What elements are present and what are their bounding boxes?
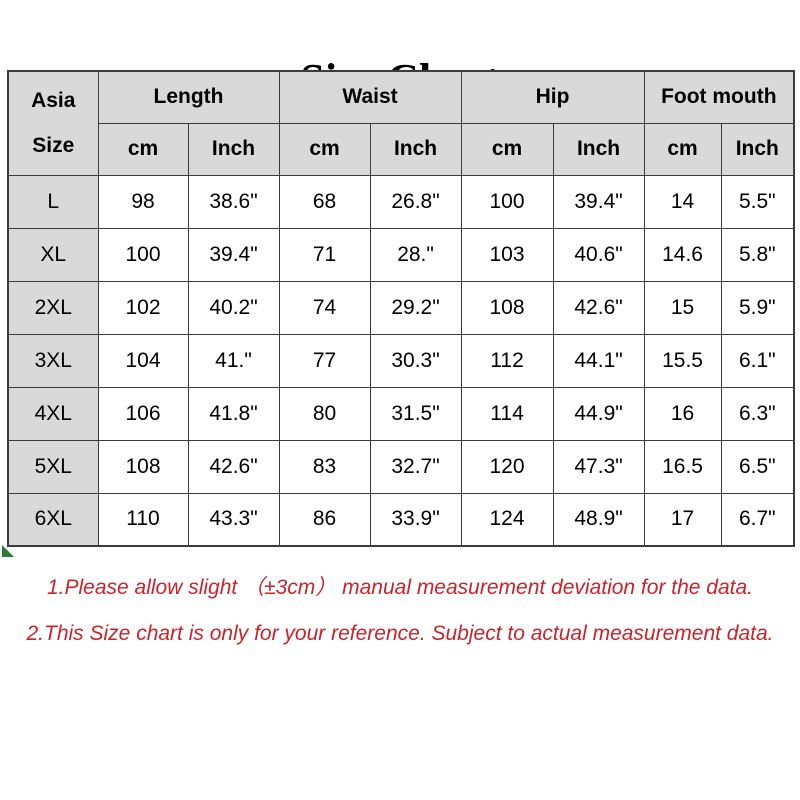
unit-header-length-inch: Inch bbox=[187, 122, 280, 176]
table-cell: 100 bbox=[460, 174, 554, 229]
table-cell: 26.8" bbox=[369, 174, 462, 229]
table-cell: 40.6" bbox=[552, 227, 645, 282]
table-cell: 120 bbox=[460, 439, 554, 494]
table-cell: 17 bbox=[643, 492, 722, 547]
corner-header-line1: Asia bbox=[31, 89, 76, 113]
table-cell: 31.5" bbox=[369, 386, 462, 441]
column-group-hip: Hip bbox=[460, 70, 645, 124]
note-measurement-deviation: 1.Please allow slight （±3cm） manual meas… bbox=[46, 576, 754, 599]
table-cell: 42.6" bbox=[552, 280, 645, 335]
table-cell: 29.2" bbox=[369, 280, 462, 335]
table-cell: 110 bbox=[97, 492, 189, 547]
table-cell: 30.3" bbox=[369, 333, 462, 388]
table-cell: 16.5 bbox=[643, 439, 722, 494]
size-cell: 5XL bbox=[7, 439, 99, 494]
table-cell: 14 bbox=[643, 174, 722, 229]
size-table-wrap: Asia Size Length Waist Hip Foot mouth cm… bbox=[2, 70, 796, 557]
table-cell: 108 bbox=[97, 439, 189, 494]
table-row: 4XL 106 41.8" 80 31.5" 114 44.9" 16 6.3" bbox=[7, 386, 795, 441]
table-cell: 28." bbox=[369, 227, 462, 282]
table-cell: 114 bbox=[460, 386, 554, 441]
table-row: 5XL 108 42.6" 83 32.7" 120 47.3" 16.5 6.… bbox=[7, 439, 795, 494]
table-cell: 108 bbox=[460, 280, 554, 335]
notes-section: 1.Please allow slight （±3cm） manual meas… bbox=[0, 573, 800, 649]
table-cell: 71 bbox=[278, 227, 371, 282]
size-cell: 4XL bbox=[7, 386, 99, 441]
table-row: 2XL 102 40.2" 74 29.2" 108 42.6" 15 5.9" bbox=[7, 280, 795, 335]
size-cell: 2XL bbox=[7, 280, 99, 335]
table-cell: 80 bbox=[278, 386, 371, 441]
table-cell: 112 bbox=[460, 333, 554, 388]
table-cell: 44.9" bbox=[552, 386, 645, 441]
unit-header-hip-cm: cm bbox=[460, 122, 554, 176]
table-cell: 106 bbox=[97, 386, 189, 441]
table-cell: 104 bbox=[97, 333, 189, 388]
table-cell: 6.3" bbox=[720, 386, 795, 441]
unit-header-foot-inch: Inch bbox=[720, 122, 795, 176]
table-cell: 14.6 bbox=[643, 227, 722, 282]
table-cell: 41.8" bbox=[187, 386, 280, 441]
page-title: Size Chart bbox=[0, 0, 800, 104]
unit-header-hip-inch: Inch bbox=[552, 122, 645, 176]
table-cell: 32.7" bbox=[369, 439, 462, 494]
table-cell: 33.9" bbox=[369, 492, 462, 547]
table-cell: 16 bbox=[643, 386, 722, 441]
table-cell: 41." bbox=[187, 333, 280, 388]
table-cell: 124 bbox=[460, 492, 554, 547]
size-cell: 3XL bbox=[7, 333, 99, 388]
table-row: XL 100 39.4" 71 28." 103 40.6" 14.6 5.8" bbox=[7, 227, 795, 282]
size-cell: XL bbox=[7, 227, 99, 282]
table-cell: 102 bbox=[97, 280, 189, 335]
table-cell: 68 bbox=[278, 174, 371, 229]
table-cell: 40.2" bbox=[187, 280, 280, 335]
table-row: 6XL 110 43.3" 86 33.9" 124 48.9" 17 6.7" bbox=[7, 492, 795, 547]
table-row: L 98 38.6" 68 26.8" 100 39.4" 14 5.5" bbox=[7, 174, 795, 229]
table-cell: 6.1" bbox=[720, 333, 795, 388]
table-cell: 39.4" bbox=[187, 227, 280, 282]
table-cell: 5.5" bbox=[720, 174, 795, 229]
table-cell: 100 bbox=[97, 227, 189, 282]
header-row-groups: Asia Size Length Waist Hip Foot mouth bbox=[7, 70, 795, 176]
table-cell: 47.3" bbox=[552, 439, 645, 494]
table-cell: 15 bbox=[643, 280, 722, 335]
unit-header-foot-cm: cm bbox=[643, 122, 722, 176]
table-cell: 38.6" bbox=[187, 174, 280, 229]
corner-header-asia-size: Asia Size bbox=[7, 70, 99, 176]
table-cell: 43.3" bbox=[187, 492, 280, 547]
table-cell: 74 bbox=[278, 280, 371, 335]
table-cell: 42.6" bbox=[187, 439, 280, 494]
column-group-length: Length bbox=[97, 70, 280, 124]
table-cell: 77 bbox=[278, 333, 371, 388]
column-group-foot-mouth: Foot mouth bbox=[643, 70, 795, 124]
unit-header-waist-cm: cm bbox=[278, 122, 371, 176]
table-cell: 44.1" bbox=[552, 333, 645, 388]
size-table: Asia Size Length Waist Hip Foot mouth cm… bbox=[7, 70, 796, 547]
column-group-waist: Waist bbox=[278, 70, 462, 124]
table-cell: 86 bbox=[278, 492, 371, 547]
table-cell: 6.7" bbox=[720, 492, 795, 547]
unit-header-waist-inch: Inch bbox=[369, 122, 462, 176]
table-cell: 48.9" bbox=[552, 492, 645, 547]
table-row: 3XL 104 41." 77 30.3" 112 44.1" 15.5 6.1… bbox=[7, 333, 795, 388]
table-cell: 83 bbox=[278, 439, 371, 494]
size-cell: L bbox=[7, 174, 99, 229]
table-cell: 6.5" bbox=[720, 439, 795, 494]
unit-header-length-cm: cm bbox=[97, 122, 189, 176]
table-cell: 15.5 bbox=[643, 333, 722, 388]
table-cell: 103 bbox=[460, 227, 554, 282]
table-cell: 39.4" bbox=[552, 174, 645, 229]
header-row-units: cm Inch cm Inch cm Inch cm Inch bbox=[8, 122, 795, 176]
table-cell: 98 bbox=[97, 174, 189, 229]
corner-header-line2: Size bbox=[32, 134, 75, 158]
note-reference-only: 2.This Size chart is only for your refer… bbox=[26, 622, 774, 645]
size-cell: 6XL bbox=[7, 492, 99, 547]
table-cell: 5.9" bbox=[720, 280, 795, 335]
table-cell: 5.8" bbox=[720, 227, 795, 282]
